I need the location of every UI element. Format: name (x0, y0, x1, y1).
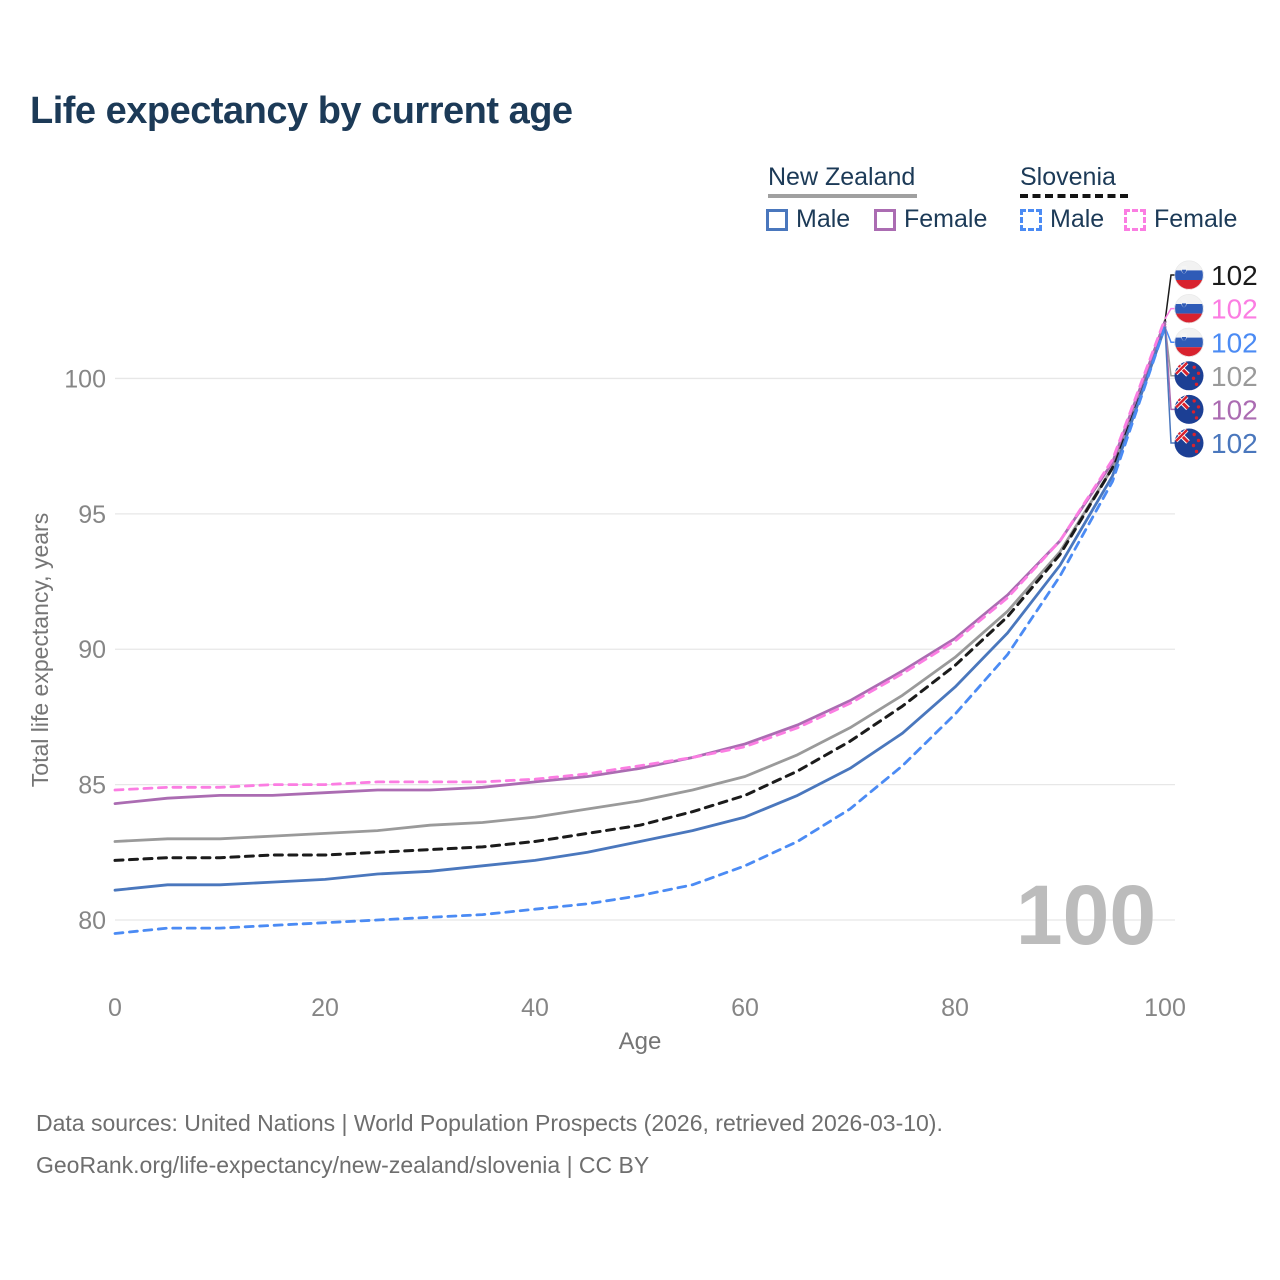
series-line-new-zealand-total[interactable] (113, 322, 1167, 843)
leader-line-slovenia-female (1164, 307, 1176, 320)
end-value-label-new-zealand-female: 102 (1211, 394, 1258, 425)
x-tick-label-80: 80 (941, 994, 969, 1022)
slovenia-flag-icon (1174, 294, 1204, 324)
slovenia-dashed-line-key (1020, 194, 1128, 198)
x-tick-label-40: 40 (521, 994, 549, 1022)
legend-group-slovenia-label: Slovenia (1020, 163, 1116, 191)
x-axis-title: Age (619, 1028, 662, 1055)
series-line-slovenia-male[interactable] (113, 325, 1167, 935)
legend-item-label: Female (1154, 205, 1238, 233)
legend-group-new-zealand-label: New Zealand (768, 163, 916, 191)
y-tick-label-80: 80 (78, 907, 106, 935)
legend-item-nz-male[interactable]: Male (766, 205, 850, 234)
new-zealand-solid-line-key (768, 194, 917, 198)
si-female-swatch-icon (1124, 208, 1146, 231)
series-lines (113, 317, 1167, 935)
y-tick-label-90: 90 (78, 636, 106, 664)
leader-line-new-zealand-male (1164, 326, 1176, 444)
x-tick-label-60: 60 (731, 994, 759, 1022)
slovenia-flag-icon (1174, 260, 1204, 290)
end-value-label-new-zealand-total: 102 (1211, 361, 1258, 392)
legend-item-label: Male (796, 205, 851, 233)
y-tick-label-85: 85 (78, 772, 106, 800)
end-value-label-slovenia-total: 102 (1211, 260, 1258, 291)
series-line-slovenia-total[interactable] (113, 320, 1167, 862)
page-title: Life expectancy by current age (30, 90, 573, 132)
age-counter-watermark: 100 (1016, 868, 1156, 962)
x-tick-label-0: 0 (108, 994, 122, 1022)
end-value-label-slovenia-male: 102 (1211, 327, 1258, 358)
legend-item-label: Female (904, 205, 988, 233)
legend-item-si-male[interactable]: Male (1020, 205, 1104, 234)
si-male-swatch-icon (1020, 208, 1042, 231)
age-counter-text: 100 (1016, 868, 1156, 962)
end-value-label-slovenia-female: 102 (1211, 294, 1258, 325)
legend-item-label: Male (1050, 205, 1105, 233)
attribution-link-text: GeoRank.org/life-expectancy/new-zealand/… (36, 1152, 650, 1178)
nz-male-swatch-icon (766, 208, 788, 231)
axis-labels: 80 85 90 95 100 0 20 40 60 80 100 Age Total life exp… (27, 365, 1186, 1055)
life-expectancy-line-chart: 100 80 85 90 95 100 0 20 40 60 80 100 Age Total life… (27, 0, 1258, 1055)
x-tick-label-20: 20 (311, 994, 339, 1022)
slovenia-flag-icon (1174, 327, 1204, 357)
gridlines (115, 377, 1175, 921)
series-line-new-zealand-female[interactable] (113, 320, 1167, 805)
y-axis-title: Total life expectancy, years (27, 513, 53, 787)
new-zealand-flag-icon (1175, 395, 1204, 424)
leader-line-slovenia-total (1164, 274, 1176, 322)
legend-item-nz-female[interactable]: Female (874, 205, 987, 234)
end-value-label-new-zealand-male: 102 (1211, 428, 1258, 459)
x-tick-label-100: 100 (1144, 994, 1186, 1022)
y-tick-label-100: 100 (64, 365, 106, 393)
new-zealand-flag-icon (1175, 429, 1204, 458)
new-zealand-flag-icon (1175, 361, 1204, 390)
leader-line-slovenia-male (1164, 326, 1176, 343)
legend-item-si-female[interactable]: Female (1124, 205, 1237, 234)
series-line-new-zealand-male[interactable] (113, 325, 1167, 892)
nz-female-swatch-icon (874, 208, 896, 231)
data-sources-text: Data sources: United Nations | World Pop… (36, 1110, 943, 1136)
series-line-slovenia-female[interactable] (113, 317, 1167, 792)
leader-line-new-zealand-female (1164, 321, 1176, 411)
y-tick-label-95: 95 (78, 501, 106, 529)
